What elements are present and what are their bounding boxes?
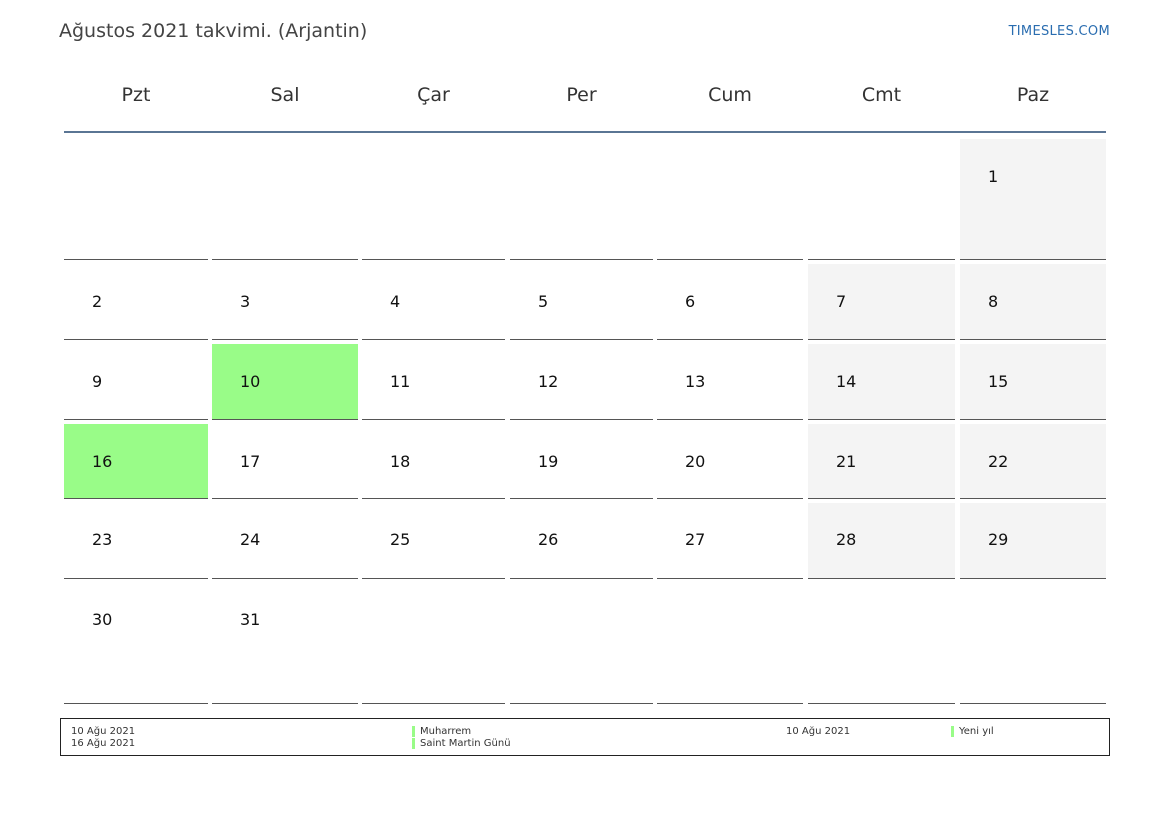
day-number: 5 [538,292,549,311]
day-cell-3[interactable]: 3 [212,264,358,340]
day-cell-13[interactable]: 13 [657,344,803,420]
day-number: 22 [988,452,1009,471]
day-cell-empty [657,139,803,260]
day-number: 7 [836,292,847,311]
day-number: 18 [390,452,411,471]
weekday-fri: Cum [708,84,752,106]
day-cell-19[interactable]: 19 [510,424,653,499]
legend-date: 10 Ağu 2021 [71,726,136,737]
day-cell-7[interactable]: 7 [808,264,955,340]
day-cell-29[interactable]: 29 [960,503,1106,579]
day-number: 13 [685,372,706,391]
day-number: 21 [836,452,857,471]
day-cell-18[interactable]: 18 [362,424,505,499]
day-cell-empty [212,139,358,260]
day-number: 11 [390,372,411,391]
holiday-legend: 10 Ağu 2021 16 Ağu 2021 Muharrem Saint M… [60,718,1110,756]
day-number: 31 [240,610,261,629]
legend-holiday-name: Saint Martin Günü [420,738,511,749]
day-cell-25[interactable]: 25 [362,503,505,579]
day-cell-1[interactable]: 1 [960,139,1106,260]
day-number: 6 [685,292,696,311]
day-cell-10-holiday[interactable]: 10 [212,344,358,420]
day-cell-15[interactable]: 15 [960,344,1106,420]
day-cell-2[interactable]: 2 [64,264,208,340]
weekday-sat: Cmt [861,84,902,106]
legend-date: 16 Ağu 2021 [71,738,136,749]
day-number: 9 [92,372,103,391]
day-number: 8 [988,292,999,311]
weekday-wed: Çar [417,84,450,106]
day-cell-empty [362,583,505,704]
day-cell-empty [64,139,208,260]
legend-color-marker [412,726,415,737]
day-cell-empty [960,583,1106,704]
legend-color-marker [951,726,954,737]
day-cell-21[interactable]: 21 [808,424,955,499]
day-cell-16-holiday[interactable]: 16 [64,424,208,499]
day-number: 29 [988,530,1009,549]
day-number: 14 [836,372,857,391]
day-number: 26 [538,530,559,549]
day-number: 3 [240,292,251,311]
day-cell-17[interactable]: 17 [212,424,358,499]
page-title: Ağustos 2021 takvimi. (Arjantin) [59,20,368,42]
legend-holiday-name: Yeni yıl [959,726,994,737]
day-cell-5[interactable]: 5 [510,264,653,340]
weekday-mon: Pzt [121,84,151,106]
weekday-thu: Per [566,84,597,106]
day-number: 1 [988,167,999,186]
day-cell-empty [510,139,653,260]
weekday-header: Pzt Sal Çar Per Cum Cmt Paz [64,84,1106,132]
day-number: 23 [92,530,113,549]
day-cell-23[interactable]: 23 [64,503,208,579]
day-cell-empty [808,139,955,260]
day-cell-24[interactable]: 24 [212,503,358,579]
legend-date: 10 Ağu 2021 [786,726,851,737]
day-number: 19 [538,452,559,471]
day-number: 17 [240,452,261,471]
day-number: 16 [92,452,113,471]
weekday-sun: Paz [1016,84,1050,106]
day-number: 15 [988,372,1009,391]
header-divider [64,131,1106,133]
day-cell-4[interactable]: 4 [362,264,505,340]
day-number: 4 [390,292,401,311]
day-number: 30 [92,610,113,629]
legend-color-marker [412,738,415,749]
legend-holiday-name: Muharrem [420,726,472,737]
day-cell-6[interactable]: 6 [657,264,803,340]
day-number: 25 [390,530,411,549]
day-cell-12[interactable]: 12 [510,344,653,420]
day-cell-empty [808,583,955,704]
day-cell-empty [362,139,505,260]
day-cell-8[interactable]: 8 [960,264,1106,340]
day-cell-14[interactable]: 14 [808,344,955,420]
day-number: 20 [685,452,706,471]
day-cell-empty [657,583,803,704]
day-cell-empty [510,583,653,704]
day-cell-30[interactable]: 30 [64,583,208,704]
day-cell-27[interactable]: 27 [657,503,803,579]
day-number: 10 [240,372,261,391]
day-cell-9[interactable]: 9 [64,344,208,420]
day-cell-26[interactable]: 26 [510,503,653,579]
day-number: 2 [92,292,103,311]
day-cell-22[interactable]: 22 [960,424,1106,499]
day-number: 24 [240,530,261,549]
day-number: 28 [836,530,857,549]
day-number: 27 [685,530,706,549]
brand-link[interactable]: TIMESLES.COM [1008,24,1110,39]
day-number: 12 [538,372,559,391]
day-cell-20[interactable]: 20 [657,424,803,499]
day-cell-28[interactable]: 28 [808,503,955,579]
weekday-tue: Sal [270,84,300,106]
day-cell-31[interactable]: 31 [212,583,358,704]
day-cell-11[interactable]: 11 [362,344,505,420]
